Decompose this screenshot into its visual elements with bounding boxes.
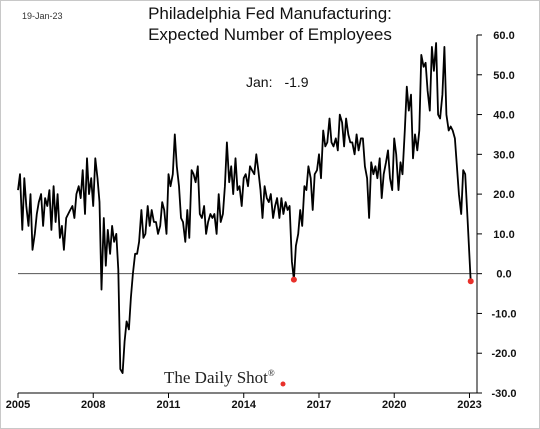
y-tick-label: 20.0 <box>493 189 514 201</box>
registered-mark: ® <box>268 368 275 378</box>
x-axis: 2005 2008 2011 2014 2017 2020 2023 <box>6 392 482 411</box>
annotation-label: Jan: <box>246 74 273 90</box>
y-tick-label: 0.0 <box>496 269 511 281</box>
y-tick-label: 40.0 <box>493 110 514 122</box>
y-tick-label: -30.0 <box>491 388 516 400</box>
highlight-point <box>290 276 297 283</box>
x-tick-label: 2008 <box>81 399 105 411</box>
highlight-points <box>290 276 474 285</box>
series-line <box>17 42 472 374</box>
chart-date: 19-Jan-23 <box>22 11 63 21</box>
y-tick-label: -20.0 <box>491 348 516 360</box>
x-tick-label: 2014 <box>231 399 256 411</box>
highlight-point <box>467 278 474 285</box>
x-tick-label: 2017 <box>307 399 331 411</box>
latest-value-annotation: Jan: -1.9 <box>246 74 309 90</box>
y-axis: 60.0 50.0 40.0 30.0 20.0 10.0 0.0 -10.0 -20.0 -30… <box>476 30 517 400</box>
y-tick-label: -10.0 <box>491 308 516 320</box>
watermark-dot <box>280 381 286 387</box>
x-tick-label: 2005 <box>6 399 30 411</box>
y-tick-label: 50.0 <box>493 70 514 82</box>
annotation-value: -1.9 <box>284 74 309 90</box>
chart-title-line2: Expected Number of Employees <box>148 25 392 44</box>
watermark-text: The Daily Shot <box>164 368 268 387</box>
daily-shot-watermark: The Daily Shot® <box>164 368 275 387</box>
y-tick-label: 30.0 <box>493 149 514 161</box>
x-tick-label: 2023 <box>457 399 481 411</box>
chart-title-line1: Philadelphia Fed Manufacturing: <box>148 4 392 23</box>
x-tick-label: 2011 <box>157 399 181 411</box>
y-tick-label: 10.0 <box>493 229 514 241</box>
y-tick-label: 60.0 <box>493 30 514 42</box>
x-tick-label: 2020 <box>382 399 406 411</box>
